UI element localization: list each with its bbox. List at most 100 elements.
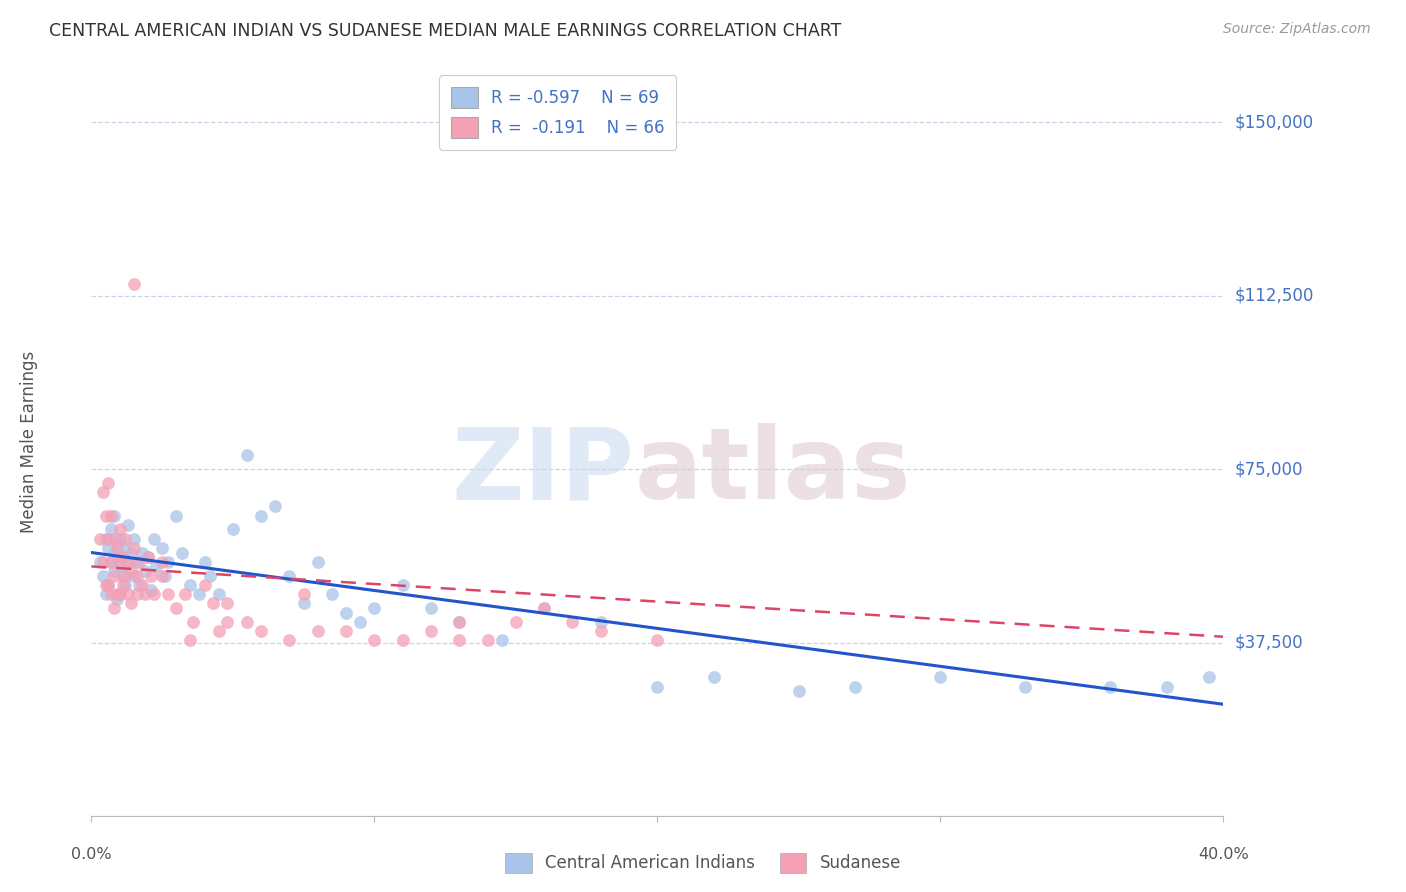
Point	[108, 559, 131, 574]
Point	[217, 615, 239, 629]
Point	[111, 578, 134, 592]
Text: $112,500: $112,500	[1234, 287, 1313, 305]
Point	[103, 601, 125, 615]
Point	[1156, 680, 1178, 694]
Point	[108, 587, 131, 601]
Point	[222, 523, 245, 537]
Point	[193, 578, 217, 592]
Point	[108, 555, 131, 569]
Point	[105, 587, 128, 601]
Point	[307, 555, 329, 569]
Point	[1198, 670, 1220, 684]
Point	[264, 500, 287, 514]
Point	[108, 587, 131, 601]
Point	[103, 532, 125, 546]
Point	[111, 568, 134, 582]
Point	[1098, 680, 1121, 694]
Point	[139, 568, 162, 582]
Point	[108, 532, 131, 546]
Text: Median Male Earnings: Median Male Earnings	[20, 351, 38, 533]
Point	[125, 568, 148, 582]
Point	[111, 550, 134, 565]
Point	[363, 601, 385, 615]
Point	[103, 568, 125, 582]
Point	[97, 476, 120, 491]
Point	[111, 550, 134, 565]
Point	[250, 624, 273, 639]
Point	[108, 523, 131, 537]
Point	[391, 578, 413, 592]
Point	[114, 568, 136, 582]
Text: 40.0%: 40.0%	[1198, 847, 1249, 862]
Point	[114, 578, 136, 592]
Point	[156, 587, 179, 601]
Point	[103, 564, 125, 578]
Point	[117, 587, 139, 601]
Point	[645, 633, 668, 648]
Point	[150, 541, 173, 555]
Point	[181, 615, 204, 629]
Point	[645, 680, 668, 694]
Point	[173, 587, 195, 601]
Point	[1014, 680, 1036, 694]
Point	[165, 508, 187, 523]
Point	[208, 624, 231, 639]
Point	[97, 578, 120, 592]
Point	[91, 568, 114, 582]
Point	[449, 615, 471, 629]
Point	[156, 555, 179, 569]
Text: 0.0%: 0.0%	[72, 847, 111, 862]
Point	[134, 564, 156, 578]
Point	[787, 684, 810, 698]
Point	[561, 615, 583, 629]
Point	[292, 587, 315, 601]
Point	[321, 587, 343, 601]
Point	[505, 615, 527, 629]
Legend: Central American Indians, Sudanese: Central American Indians, Sudanese	[498, 847, 908, 880]
Point	[97, 532, 120, 546]
Point	[391, 633, 413, 648]
Point	[250, 508, 273, 523]
Point	[363, 633, 385, 648]
Point	[292, 596, 315, 610]
Point	[142, 587, 165, 601]
Point	[589, 615, 612, 629]
Point	[91, 485, 114, 500]
Point	[117, 517, 139, 532]
Point	[477, 633, 499, 648]
Point	[105, 536, 128, 550]
Point	[97, 541, 120, 555]
Point	[122, 568, 145, 582]
Point	[94, 532, 117, 546]
Point	[153, 568, 176, 582]
Point	[100, 508, 122, 523]
Point	[89, 555, 111, 569]
Point	[491, 633, 513, 648]
Point	[278, 633, 301, 648]
Point	[128, 578, 150, 592]
Point	[117, 555, 139, 569]
Point	[136, 550, 159, 565]
Point	[114, 541, 136, 555]
Point	[94, 587, 117, 601]
Point	[91, 555, 114, 569]
Point	[703, 670, 725, 684]
Point	[142, 532, 165, 546]
Point	[114, 532, 136, 546]
Point	[236, 449, 259, 463]
Point	[105, 541, 128, 555]
Text: $150,000: $150,000	[1234, 113, 1313, 131]
Text: atlas: atlas	[634, 423, 911, 520]
Point	[419, 601, 441, 615]
Point	[187, 587, 209, 601]
Point	[202, 596, 225, 610]
Point	[419, 624, 441, 639]
Point	[589, 624, 612, 639]
Point	[100, 587, 122, 601]
Point	[139, 582, 162, 597]
Point	[105, 591, 128, 606]
Point	[335, 624, 357, 639]
Point	[179, 578, 201, 592]
Point	[122, 277, 145, 292]
Point	[94, 508, 117, 523]
